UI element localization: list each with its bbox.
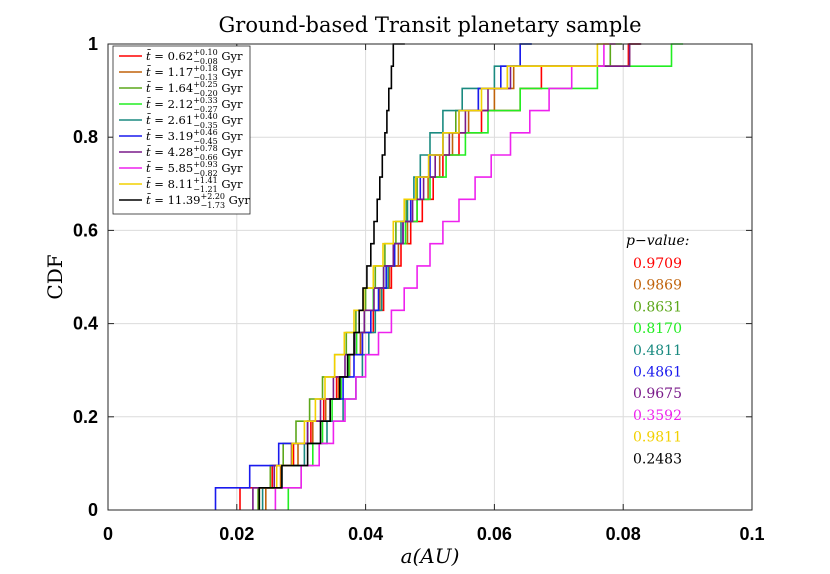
legend-entry: t̄ = 2.61+0.40 −0.35 Gyr bbox=[146, 112, 243, 130]
x-tick-label: 0.06 bbox=[477, 524, 512, 544]
legend-err-minus: −0.20 bbox=[193, 89, 218, 98]
legend-err-minus: −0.82 bbox=[193, 169, 218, 178]
legend-age: = 1.17 bbox=[151, 65, 194, 79]
legend-t-symbol: t̄ bbox=[146, 81, 152, 95]
legend-err-plus: +0.78 bbox=[193, 144, 218, 153]
legend-entry: t̄ = 3.19+0.46 −0.45 Gyr bbox=[146, 128, 243, 146]
series-line-8 bbox=[258, 43, 609, 510]
legend-age: = 4.28 bbox=[151, 145, 194, 159]
pvalue-heading: p−value: bbox=[626, 233, 689, 249]
y-tick-label: 0.8 bbox=[73, 127, 98, 147]
legend-age: = 5.85 bbox=[151, 161, 194, 175]
pvalue-entry: 0.2483 bbox=[633, 451, 682, 467]
x-tick-labels: 0 0.02 0.04 0.06 0.08 0.1 bbox=[103, 524, 765, 544]
legend-unit: Gyr bbox=[218, 145, 243, 159]
legend-t-symbol: t̄ bbox=[146, 113, 152, 127]
chart-title: Ground-based Transit planetary sample bbox=[219, 13, 642, 37]
pvalue-entry: 0.4811 bbox=[633, 343, 682, 359]
legend-err-plus: +0.33 bbox=[193, 96, 218, 105]
legend-entry: t̄ = 1.17+0.18 −0.13 Gyr bbox=[146, 64, 243, 82]
x-tick-label: 0.08 bbox=[606, 524, 641, 544]
series-line-7 bbox=[274, 43, 616, 510]
legend-err-minus: −0.27 bbox=[193, 105, 218, 114]
y-tick-label: 0.6 bbox=[73, 220, 98, 240]
y-tick-labels: 0 0.2 0.4 0.6 0.8 1 bbox=[73, 34, 98, 520]
legend-t-symbol: t̄ bbox=[146, 161, 152, 175]
legend-age: = 1.64 bbox=[151, 81, 194, 95]
legend-t-symbol: t̄ bbox=[146, 129, 152, 143]
legend-err-plus: +2.20 bbox=[201, 192, 226, 201]
x-tick-label: 0.02 bbox=[219, 524, 254, 544]
legend-unit: Gyr bbox=[218, 49, 243, 63]
legend-unit: Gyr bbox=[225, 193, 250, 207]
legend-err-plus: +1.41 bbox=[193, 176, 218, 185]
legend-err-minus: −0.45 bbox=[193, 137, 218, 146]
pvalue-entry: 0.8170 bbox=[633, 321, 682, 337]
legend-unit: Gyr bbox=[218, 97, 243, 111]
legend-entry: t̄ = 1.64+0.25 −0.20 Gyr bbox=[146, 80, 243, 98]
legend-entry: t̄ = 5.85+0.93 −0.82 Gyr bbox=[146, 160, 243, 178]
x-tick-label: 0.04 bbox=[348, 524, 383, 544]
legend-unit: Gyr bbox=[218, 177, 243, 191]
pvalue-entry: 0.3592 bbox=[633, 408, 682, 424]
y-tick-label: 0.4 bbox=[73, 314, 98, 334]
legend-t-symbol: t̄ bbox=[146, 65, 152, 79]
legend-err-plus: +0.46 bbox=[193, 128, 218, 137]
pvalue-entry: 0.8631 bbox=[633, 299, 682, 315]
pvalue-entry: 0.9869 bbox=[633, 278, 682, 294]
legend-box bbox=[112, 45, 251, 215]
legend-entry: t̄ = 2.12+0.33 −0.27 Gyr bbox=[146, 96, 243, 114]
legend-err-minus: −1.21 bbox=[193, 185, 218, 194]
legend-unit: Gyr bbox=[218, 65, 243, 79]
legend-t-symbol: t̄ bbox=[146, 49, 152, 63]
legend-unit: Gyr bbox=[218, 81, 243, 95]
legend-age: = 3.19 bbox=[151, 129, 194, 143]
legend-entry: t̄ = 8.11+1.41 −1.21 Gyr bbox=[146, 176, 243, 194]
legend-unit: Gyr bbox=[218, 129, 243, 143]
legend-entry: t̄ = 0.62+0.10 −0.08 Gyr bbox=[146, 48, 243, 66]
y-axis-label: CDF bbox=[43, 254, 67, 299]
legend-err-minus: −0.08 bbox=[193, 57, 218, 66]
x-axis-label: a(AU) bbox=[401, 544, 460, 568]
pvalue-annotations: p−value: 0.97090.98690.86310.81700.48110… bbox=[626, 233, 689, 467]
x-tick-label: 0 bbox=[103, 524, 113, 544]
pvalue-entry: 0.9675 bbox=[633, 386, 682, 402]
legend-err-minus: −1.73 bbox=[201, 201, 226, 210]
legend-err-plus: +0.25 bbox=[193, 80, 218, 89]
series-layer bbox=[214, 43, 684, 510]
y-tick-label: 0 bbox=[88, 500, 98, 520]
plot-frame bbox=[107, 43, 753, 511]
pvalue-entry: 0.9709 bbox=[633, 256, 682, 272]
legend-err-plus: +0.40 bbox=[193, 112, 218, 121]
legend-err-minus: −0.66 bbox=[193, 153, 218, 162]
legend-t-symbol: t̄ bbox=[146, 177, 152, 191]
x-tick-label: 0.1 bbox=[739, 524, 764, 544]
legend-err-plus: +0.93 bbox=[193, 160, 218, 169]
legend-age: = 0.62 bbox=[151, 49, 194, 63]
pvalue-entry: 0.9811 bbox=[633, 430, 682, 446]
legend-t-symbol: t̄ bbox=[146, 193, 152, 207]
legend-age: = 2.12 bbox=[151, 97, 194, 111]
legend-t-symbol: t̄ bbox=[146, 145, 152, 159]
legend-err-plus: +0.18 bbox=[193, 64, 218, 73]
y-tick-label: 1 bbox=[88, 34, 98, 54]
legend-t-symbol: t̄ bbox=[146, 97, 152, 111]
legend-unit: Gyr bbox=[218, 161, 243, 175]
legend-unit: Gyr bbox=[218, 113, 243, 127]
pvalue-entry: 0.4861 bbox=[633, 365, 682, 381]
legend-age: = 2.61 bbox=[151, 113, 194, 127]
legend-err-minus: −0.35 bbox=[193, 121, 218, 130]
legend-age: = 11.39 bbox=[151, 193, 201, 207]
legend-err-minus: −0.13 bbox=[193, 73, 218, 82]
legend-err-plus: +0.10 bbox=[193, 48, 218, 57]
legend-entry: t̄ = 11.39+2.20 −1.73 Gyr bbox=[146, 192, 250, 210]
pvalue-list: 0.9709 0.9869 0.8631 0.8170 0.4811 0.4861 0.96… bbox=[633, 256, 682, 467]
legend-age: = 8.11 bbox=[151, 177, 194, 191]
series-line-9 bbox=[258, 43, 405, 510]
y-tick-label: 0.2 bbox=[73, 407, 98, 427]
legend-entry: t̄ = 4.28+0.78 −0.66 Gyr bbox=[146, 144, 243, 162]
